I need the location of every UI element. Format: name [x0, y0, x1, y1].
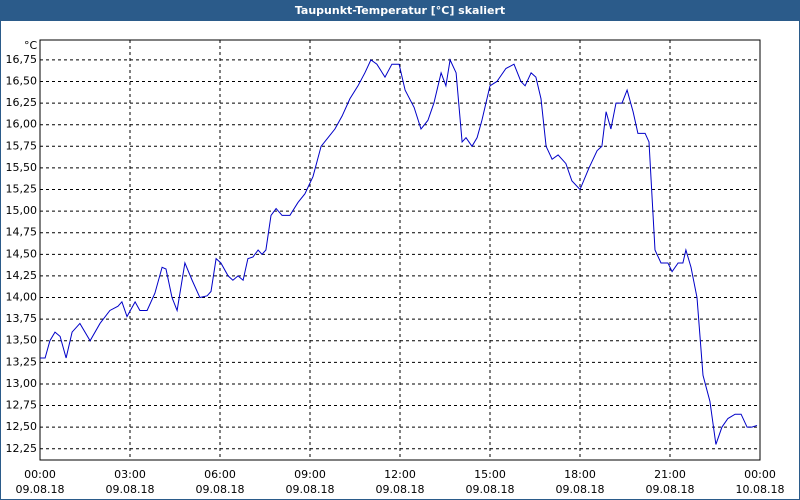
x-tick-date: 09.08.18 — [376, 483, 425, 496]
chart-title: Taupunkt-Temperatur [°C] skaliert — [295, 4, 505, 17]
y-tick-label: 16,75 — [6, 53, 38, 66]
y-tick-label: 13,00 — [6, 377, 38, 390]
y-unit: °C — [24, 39, 38, 52]
data-line — [40, 58, 758, 445]
x-tick-label: 03:00 — [114, 468, 146, 481]
x-tick-label: 09:00 — [294, 468, 326, 481]
y-tick-label: 14,25 — [6, 269, 38, 282]
x-tick-label: 18:00 — [564, 468, 596, 481]
y-tick-label: 12,50 — [6, 420, 38, 433]
x-tick-label: 15:00 — [474, 468, 506, 481]
x-tick-label: 06:00 — [204, 468, 236, 481]
x-tick-date: 09.08.18 — [106, 483, 155, 496]
x-tick-date: 10.08.18 — [736, 483, 785, 496]
x-tick-label: 12:00 — [384, 468, 416, 481]
x-tick-date: 09.08.18 — [466, 483, 515, 496]
x-tick-date: 09.08.18 — [16, 483, 65, 496]
x-tick-date: 09.08.18 — [286, 483, 335, 496]
y-tick-label: 15,25 — [6, 183, 38, 196]
x-tick-label: 00:00 — [744, 468, 776, 481]
x-tick-date: 09.08.18 — [556, 483, 605, 496]
y-tick-label: 15,50 — [6, 161, 38, 174]
y-tick-label: 14,75 — [6, 226, 38, 239]
y-tick-label: 14,50 — [6, 247, 38, 260]
y-tick-label: 13,75 — [6, 312, 38, 325]
plot-frame — [39, 39, 761, 461]
y-tick-label: 16,00 — [6, 118, 38, 131]
y-tick-label: 13,25 — [6, 355, 38, 368]
y-tick-label: 13,50 — [6, 334, 38, 347]
title-bar — [0, 0, 800, 21]
y-tick-label: 12,75 — [6, 399, 38, 412]
y-tick-label: 16,25 — [6, 96, 38, 109]
x-tick-label: 00:00 — [24, 468, 56, 481]
y-tick-label: 12,25 — [6, 442, 38, 455]
x-tick-date: 09.08.18 — [646, 483, 695, 496]
y-tick-label: 15,00 — [6, 204, 38, 217]
x-tick-date: 09.08.18 — [196, 483, 245, 496]
y-tick-label: 14,00 — [6, 291, 38, 304]
x-tick-label: 21:00 — [654, 468, 686, 481]
y-tick-label: 16,50 — [6, 74, 38, 87]
y-tick-label: 15,75 — [6, 139, 38, 152]
